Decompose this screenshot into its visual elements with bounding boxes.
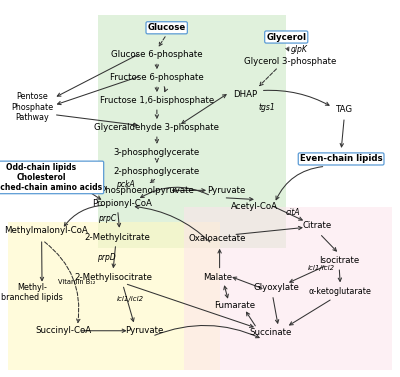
Bar [8,222,220,369]
Text: Phosphoenolpyruvate: Phosphoenolpyruvate [100,186,194,195]
Text: Odd-chain lipids
Cholesterol
Branched-chain amino acids: Odd-chain lipids Cholesterol Branched-ch… [0,162,102,192]
Text: Pentose
Phosphate
Pathway: Pentose Phosphate Pathway [11,92,53,122]
Text: Glyoxylate: Glyoxylate [254,283,299,292]
Text: Pyruvate: Pyruvate [125,326,164,335]
Text: Even-chain lipids: Even-chain lipids [300,155,382,164]
Text: icl1/icl2: icl1/icl2 [117,296,144,302]
Text: Isocitrate: Isocitrate [319,256,359,265]
Text: DHAP: DHAP [233,90,257,99]
Text: Fumarate: Fumarate [214,302,255,311]
Text: 2-Methylisocitrate: 2-Methylisocitrate [74,273,152,282]
Text: 2-Methylcitrate: 2-Methylcitrate [85,233,151,242]
Text: Citrate: Citrate [303,221,332,230]
Text: Fructose 6-phosphate: Fructose 6-phosphate [110,73,204,82]
Text: α-ketoglutarate: α-ketoglutarate [309,287,372,296]
Text: tgs1: tgs1 [258,103,275,112]
Text: Glucose 6-phosphate: Glucose 6-phosphate [111,50,203,59]
Text: TAG: TAG [336,104,353,113]
Text: Glycerol: Glycerol [266,32,306,41]
Text: Glucose: Glucose [148,23,186,32]
Text: Acetyl-CoA: Acetyl-CoA [231,202,278,211]
Text: Oxaloacetate: Oxaloacetate [189,234,246,243]
Text: Methyl-
branched lipids: Methyl- branched lipids [1,283,63,302]
Text: 2-phosphoglycerate: 2-phosphoglycerate [114,167,200,176]
Text: Methylmalonyl-CoA: Methylmalonyl-CoA [4,227,88,236]
Text: prpD: prpD [97,253,116,262]
Text: Propionyl-CoA: Propionyl-CoA [92,199,152,208]
Text: Succinate: Succinate [249,328,292,337]
Text: icl1/icl2: icl1/icl2 [308,265,335,271]
Bar [98,15,286,248]
Text: Pyruvate: Pyruvate [208,186,246,195]
Text: 3-phosphoglycerate: 3-phosphoglycerate [114,148,200,157]
Text: Glyceraldehyde 3-phosphate: Glyceraldehyde 3-phosphate [94,123,219,132]
Text: glpK: glpK [291,46,308,54]
Text: pckA: pckA [116,180,135,189]
Text: Vitamin B₁₂: Vitamin B₁₂ [58,279,95,285]
Text: Malate: Malate [203,273,232,282]
Text: Succinyl-CoA: Succinyl-CoA [36,326,92,335]
Text: citA: citA [286,208,301,217]
Bar [184,207,392,369]
Text: Glycerol 3-phosphate: Glycerol 3-phosphate [244,57,336,66]
Text: prpC: prpC [98,214,116,223]
Text: Fructose 1,6-bisphosphate: Fructose 1,6-bisphosphate [100,96,214,105]
